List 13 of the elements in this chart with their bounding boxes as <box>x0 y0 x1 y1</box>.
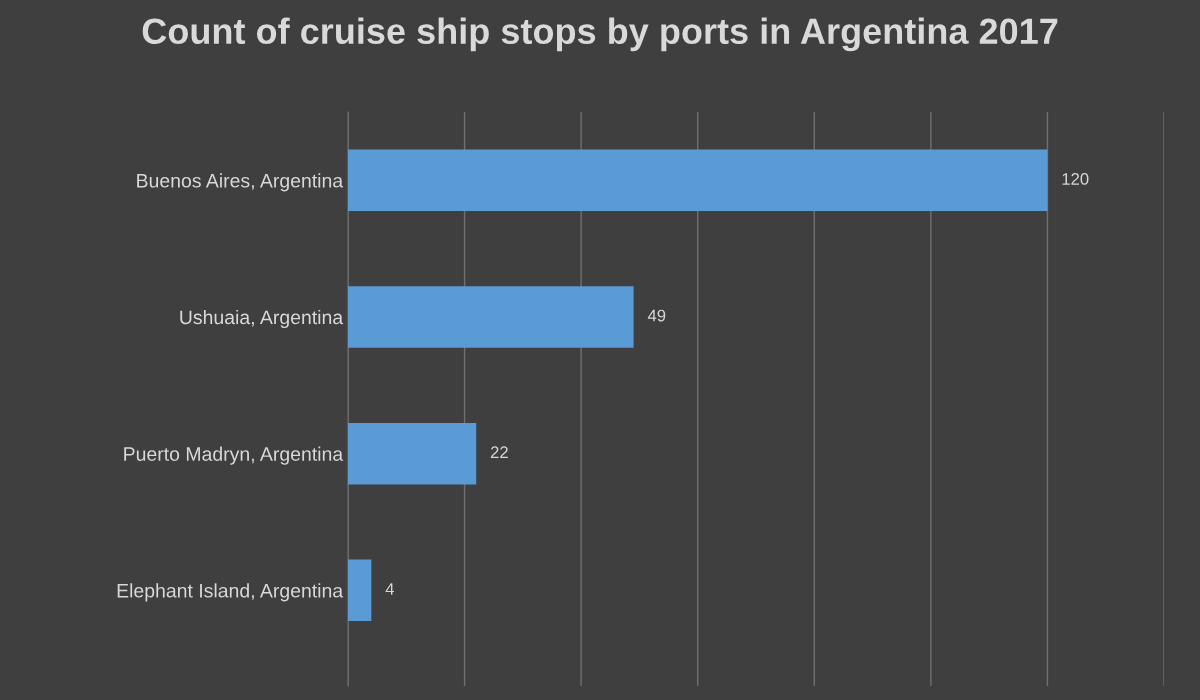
y-tick-label: Ushuaia, Argentina <box>180 309 344 329</box>
y-tick-label: Elephant Island, Argentina <box>117 583 344 602</box>
y-tick-label: Buenos Aires, Argentina <box>137 173 344 192</box>
y-tick-label: Puerto Madryn, Argentina <box>124 446 344 465</box>
data-label: 22 <box>490 446 508 458</box>
bar <box>348 286 634 348</box>
data-label: 4 <box>385 583 394 595</box>
data-label: 49 <box>647 309 666 322</box>
bar <box>348 149 1048 212</box>
chart-title: Count of cruise ship stops by ports in Argentina 2017 <box>142 17 1058 52</box>
data-label: 120 <box>1062 173 1089 185</box>
bar <box>348 422 477 485</box>
bar <box>348 559 372 622</box>
